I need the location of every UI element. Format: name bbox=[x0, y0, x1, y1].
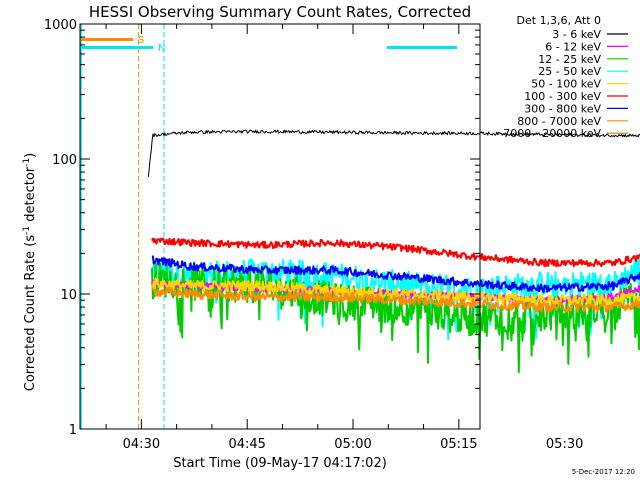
plot-frame bbox=[79, 23, 481, 430]
x-tick-label: 04:30 bbox=[123, 437, 160, 452]
legend-entry-label: 3 - 6 keV bbox=[552, 28, 601, 41]
legend-entry-label: 50 - 100 keV bbox=[531, 78, 601, 91]
series-line-100-300 bbox=[151, 237, 640, 268]
x-tick-label: 05:30 bbox=[546, 437, 583, 452]
night-marker-label: N bbox=[158, 43, 165, 54]
legend-entry-label: 12 - 25 keV bbox=[538, 53, 601, 66]
y-tick-label: 10 bbox=[60, 288, 77, 303]
series-layer bbox=[147, 129, 640, 374]
x-tick-label: 04:45 bbox=[228, 437, 265, 452]
chart-title: HESSI Observing Summary Count Rates, Cor… bbox=[89, 3, 471, 21]
series-line-50-100 bbox=[151, 277, 640, 307]
legend-entry-label: 300 - 800 keV bbox=[524, 102, 601, 115]
legend-header: Det 1,3,6, Att 0 bbox=[517, 14, 601, 27]
y-tick-label: 1000 bbox=[44, 18, 77, 33]
x-tick-label: 05:15 bbox=[440, 437, 477, 452]
legend-entry-label: 800 - 7000 keV bbox=[517, 115, 601, 128]
night-bar bbox=[387, 46, 457, 49]
series-line-3-6 bbox=[147, 129, 640, 177]
night-bar bbox=[81, 46, 153, 49]
tracks-layer: SN bbox=[80, 24, 457, 429]
saa-bar bbox=[81, 38, 133, 41]
series-line-300-800 bbox=[151, 255, 640, 294]
saa-marker-label: S bbox=[138, 35, 144, 46]
legend-entry-label: 7000 - 20000 keV bbox=[503, 127, 601, 140]
series-line-25-50 bbox=[151, 255, 640, 341]
y-axis-label: Corrected Count Rate (s-1 detector-1) bbox=[22, 153, 38, 391]
legend-entry-label: 100 - 300 keV bbox=[524, 90, 601, 103]
legend-entry-label: 6 - 12 keV bbox=[545, 40, 601, 53]
footer-date: 5-Dec-2017 12:20 bbox=[572, 468, 635, 476]
y-tick-label: 1 bbox=[69, 423, 77, 438]
x-axis-label: Start Time (09-May-17 04:17:02) bbox=[173, 456, 387, 471]
y-tick-label: 100 bbox=[52, 153, 77, 168]
x-tick-label: 05:00 bbox=[334, 437, 371, 452]
legend-entry-label: 25 - 50 keV bbox=[538, 65, 601, 78]
series-line-800-7000 bbox=[151, 286, 640, 313]
